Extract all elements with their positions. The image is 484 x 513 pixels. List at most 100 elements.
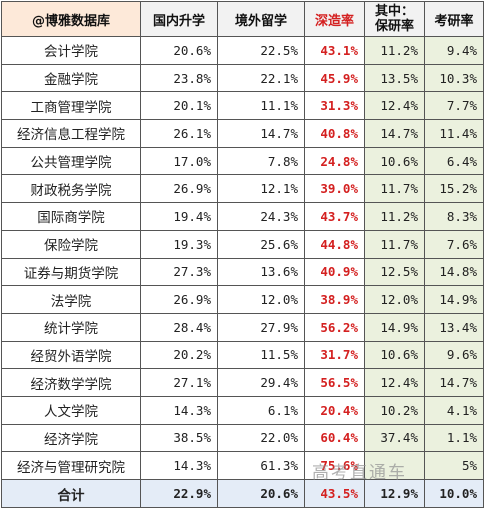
- header-row: @博雅数据库 国内升学 境外留学 深造率 其中： 保研率 考研率: [1, 1, 484, 37]
- exam-rate: 11.4%: [424, 119, 484, 148]
- domestic-rate: 38.5%: [140, 423, 218, 453]
- college-name: 人文学院: [1, 395, 141, 425]
- total-label: 合计: [1, 479, 141, 508]
- deep-rate: 44.8%: [304, 229, 365, 259]
- deep-rate: 40.9%: [304, 257, 365, 287]
- domestic-rate: 27.3%: [140, 257, 218, 287]
- baoyan-rate: 10.6%: [364, 146, 425, 176]
- baoyan-rate: 37.4%: [364, 423, 425, 453]
- exam-rate: 9.4%: [424, 36, 484, 65]
- header-baoyan: 保研率: [374, 19, 414, 34]
- total-abroad: 20.6%: [217, 479, 305, 508]
- domestic-rate: 19.4%: [140, 202, 218, 231]
- baoyan-rate: 11.2%: [364, 36, 425, 65]
- baoyan-rate: 12.4%: [364, 91, 425, 121]
- baoyan-rate: 11.7%: [364, 229, 425, 259]
- abroad-rate: 11.5%: [217, 340, 305, 370]
- domestic-rate: 26.9%: [140, 285, 218, 314]
- college-name: 会计学院: [1, 36, 141, 65]
- table-row: 经济与管理研究院 14.3% 61.3% 75.6% 5%: [1, 451, 484, 480]
- domestic-rate: 26.1%: [140, 119, 218, 148]
- abroad-rate: 13.6%: [217, 257, 305, 287]
- baoyan-rate: 12.0%: [364, 285, 425, 314]
- baoyan-rate: 14.7%: [364, 119, 425, 148]
- table-row: 经济信息工程学院 26.1% 14.7% 40.8% 14.7% 11.4%: [1, 119, 484, 148]
- abroad-rate: 7.8%: [217, 146, 305, 176]
- baoyan-rate: 12.4%: [364, 368, 425, 397]
- domestic-rate: 19.3%: [140, 229, 218, 259]
- header-source: @博雅数据库: [1, 1, 141, 37]
- header-baoyan-rate: 其中： 保研率: [364, 1, 425, 37]
- deep-rate: 56.2%: [304, 312, 365, 342]
- table-row: 统计学院 28.4% 27.9% 56.2% 14.9% 13.4%: [1, 312, 484, 342]
- college-name: 经济学院: [1, 423, 141, 453]
- header-domestic: 国内升学: [140, 1, 218, 37]
- exam-rate: 14.7%: [424, 368, 484, 397]
- total-baoyan: 12.9%: [364, 479, 425, 508]
- deep-rate: 60.4%: [304, 423, 365, 453]
- domestic-rate: 23.8%: [140, 63, 218, 93]
- table-row: 金融学院 23.8% 22.1% 45.9% 13.5% 10.3%: [1, 63, 484, 93]
- abroad-rate: 22.0%: [217, 423, 305, 453]
- baoyan-rate: 14.9%: [364, 312, 425, 342]
- baoyan-rate: 11.2%: [364, 202, 425, 231]
- abroad-rate: 11.1%: [217, 91, 305, 121]
- deep-rate: 38.9%: [304, 285, 365, 314]
- abroad-rate: 24.3%: [217, 202, 305, 231]
- table-row: 经济数学学院 27.1% 29.4% 56.5% 12.4% 14.7%: [1, 368, 484, 397]
- table-row: 保险学院 19.3% 25.6% 44.8% 11.7% 7.6%: [1, 229, 484, 259]
- header-of-which: 其中：: [374, 4, 414, 19]
- domestic-rate: 28.4%: [140, 312, 218, 342]
- domestic-rate: 20.6%: [140, 36, 218, 65]
- deep-rate: 56.5%: [304, 368, 365, 397]
- college-name: 统计学院: [1, 312, 141, 342]
- abroad-rate: 22.1%: [217, 63, 305, 93]
- deep-rate: 39.0%: [304, 174, 365, 204]
- college-name: 财政税务学院: [1, 174, 141, 204]
- abroad-rate: 22.5%: [217, 36, 305, 65]
- exam-rate: 4.1%: [424, 395, 484, 425]
- exam-rate: 6.4%: [424, 146, 484, 176]
- domestic-rate: 20.2%: [140, 340, 218, 370]
- college-name: 金融学院: [1, 63, 141, 93]
- table-row: 公共管理学院 17.0% 7.8% 24.8% 10.6% 6.4%: [1, 146, 484, 176]
- exam-rate: 10.3%: [424, 63, 484, 93]
- abroad-rate: 61.3%: [217, 451, 305, 480]
- college-name: 工商管理学院: [1, 91, 141, 121]
- abroad-rate: 12.0%: [217, 285, 305, 314]
- baoyan-rate: 10.2%: [364, 395, 425, 425]
- table-row: 财政税务学院 26.9% 12.1% 39.0% 11.7% 15.2%: [1, 174, 484, 204]
- baoyan-rate: 11.7%: [364, 174, 425, 204]
- exam-rate: 14.9%: [424, 285, 484, 314]
- college-name: 经济数学学院: [1, 368, 141, 397]
- table-row: 会计学院 20.6% 22.5% 43.1% 11.2% 9.4%: [1, 36, 484, 65]
- abroad-rate: 14.7%: [217, 119, 305, 148]
- deep-rate: 45.9%: [304, 63, 365, 93]
- baoyan-rate: 12.5%: [364, 257, 425, 287]
- deep-rate: 31.7%: [304, 340, 365, 370]
- college-name: 国际商学院: [1, 202, 141, 231]
- baoyan-rate: [364, 451, 425, 480]
- total-exam: 10.0%: [424, 479, 484, 508]
- exam-rate: 7.6%: [424, 229, 484, 259]
- table-row: 法学院 26.9% 12.0% 38.9% 12.0% 14.9%: [1, 285, 484, 314]
- domestic-rate: 27.1%: [140, 368, 218, 397]
- deep-rate: 31.3%: [304, 91, 365, 121]
- deep-rate: 43.7%: [304, 202, 365, 231]
- total-domestic: 22.9%: [140, 479, 218, 508]
- deep-rate: 43.1%: [304, 36, 365, 65]
- header-exam-rate: 考研率: [424, 1, 484, 37]
- college-name: 经贸外语学院: [1, 340, 141, 370]
- deep-rate: 40.8%: [304, 119, 365, 148]
- exam-rate: 15.2%: [424, 174, 484, 204]
- college-name: 法学院: [1, 285, 141, 314]
- college-name: 公共管理学院: [1, 146, 141, 176]
- domestic-rate: 14.3%: [140, 395, 218, 425]
- header-deep-rate: 深造率: [304, 1, 365, 37]
- exam-rate: 7.7%: [424, 91, 484, 121]
- table-row: 国际商学院 19.4% 24.3% 43.7% 11.2% 8.3%: [1, 202, 484, 231]
- abroad-rate: 12.1%: [217, 174, 305, 204]
- domestic-rate: 26.9%: [140, 174, 218, 204]
- exam-rate: 1.1%: [424, 423, 484, 453]
